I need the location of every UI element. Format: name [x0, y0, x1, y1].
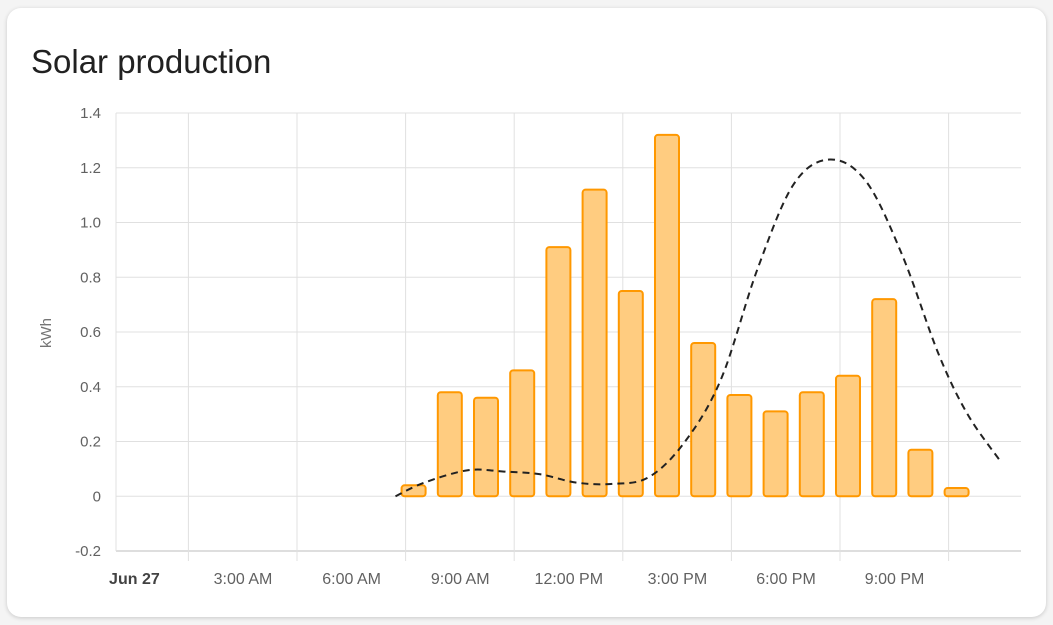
forecast-line-series	[395, 158, 1001, 498]
y-tick-label: 0.4	[80, 379, 101, 396]
bar[interactable]	[545, 246, 572, 498]
bar[interactable]	[436, 391, 463, 498]
y-tick-label: 1.4	[80, 105, 101, 122]
x-tick-label: 9:00 AM	[431, 571, 490, 588]
bar[interactable]	[509, 369, 536, 498]
x-tick-label: 9:00 PM	[865, 571, 925, 588]
bar[interactable]	[617, 289, 644, 498]
bar[interactable]	[907, 448, 934, 498]
bar-series[interactable]	[400, 133, 970, 498]
forecast-line	[395, 158, 1001, 498]
bar[interactable]	[690, 341, 717, 498]
bar[interactable]	[400, 484, 427, 498]
bar[interactable]	[835, 374, 861, 498]
bar[interactable]	[726, 393, 753, 498]
bar[interactable]	[473, 396, 499, 498]
x-tick-labels: Jun 27 3:00 AM 6:00 AM 9:00 AM 12:00 PM 3:00 …	[109, 571, 924, 588]
y-tick-label: 0.6	[80, 324, 101, 341]
x-tick-label: 12:00 PM	[535, 571, 603, 588]
bar[interactable]	[762, 410, 789, 498]
bar[interactable]	[943, 487, 970, 498]
y-tick-label: 1.0	[80, 215, 101, 232]
x-tick-label: 6:00 PM	[756, 571, 816, 588]
x-tick-label: 3:00 PM	[648, 571, 708, 588]
x-tick-label: Jun 27	[109, 571, 160, 588]
y-tick-label: 0	[93, 488, 101, 505]
card-title: Solar production	[31, 43, 272, 80]
bar[interactable]	[871, 298, 898, 498]
y-axis-label: kWh	[38, 318, 55, 348]
bar[interactable]	[654, 133, 680, 498]
x-tick-label: 6:00 AM	[322, 571, 381, 588]
y-tick-labels: 1.4 1.2 1.0 0.8 0.6 0.4 0.2 0 -0.2	[75, 105, 101, 560]
x-tick-label: 3:00 AM	[214, 571, 273, 588]
bar[interactable]	[581, 188, 608, 498]
y-tick-label: 0.2	[80, 434, 101, 451]
y-tick-label: -0.2	[75, 543, 101, 560]
y-tick-label: 0.8	[80, 269, 101, 286]
y-tick-label: 1.2	[80, 160, 101, 177]
bar[interactable]	[798, 391, 825, 498]
